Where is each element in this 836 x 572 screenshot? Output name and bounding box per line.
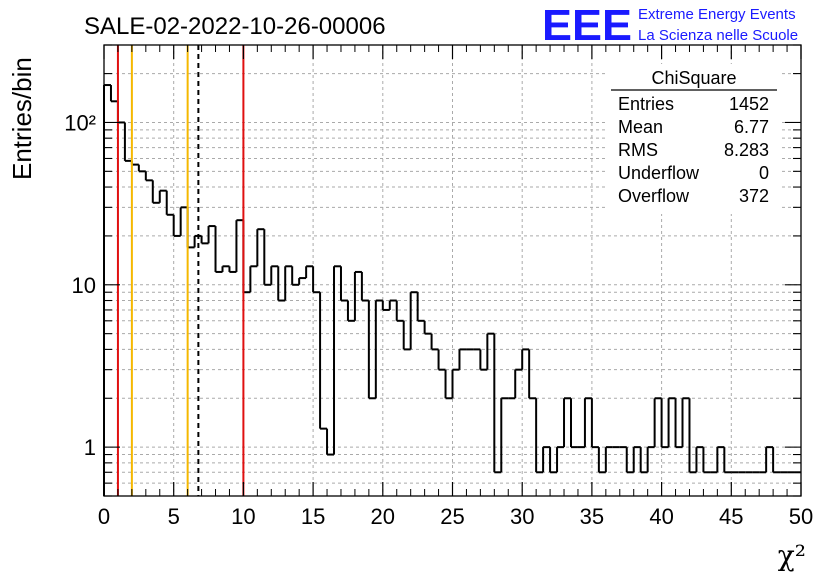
- stats-row-label: Mean: [618, 117, 663, 137]
- stats-row-label: Entries: [618, 94, 674, 114]
- y-tick-label: 10: [72, 273, 96, 298]
- grid: [104, 45, 801, 496]
- stats-title: ChiSquare: [651, 68, 736, 88]
- x-tick-label: 20: [371, 504, 395, 529]
- x-tick-label: 25: [440, 504, 464, 529]
- x-tick-label: 30: [510, 504, 534, 529]
- stats-box: ChiSquare Entries 1452 Mean 6.77 RMS 8.283 Und…: [608, 64, 779, 214]
- stats-row-label: Overflow: [618, 186, 690, 206]
- logo-mark: EEE: [542, 1, 632, 50]
- x-tick-label: 15: [301, 504, 325, 529]
- x-tick-label: 0: [98, 504, 110, 529]
- x-tick-label: 5: [168, 504, 180, 529]
- y-axis-label: Entries/bin: [7, 57, 37, 180]
- stats-row-label: Underflow: [618, 163, 700, 183]
- stats-row-value: 372: [739, 186, 769, 206]
- x-axis-label: χ²: [778, 539, 806, 572]
- x-tick-label: 45: [719, 504, 743, 529]
- stats-row-value: 6.77: [734, 117, 769, 137]
- stats-row-label: RMS: [618, 140, 658, 160]
- x-tick-label: 35: [580, 504, 604, 529]
- x-tick-label: 40: [649, 504, 673, 529]
- x-tick-label: 10: [231, 504, 255, 529]
- stats-row-value: 0: [759, 163, 769, 183]
- logo-line-1: Extreme Energy Events: [638, 6, 796, 23]
- axis-ticks: 0 5 10 15 20 25 30 35 40 45 50 1 10 10²: [64, 44, 813, 529]
- stats-row-value: 8.283: [724, 140, 769, 160]
- chart-title: SALE-02-2022-10-26-00006: [84, 13, 386, 40]
- x-tick-label: 50: [789, 504, 813, 529]
- reference-lines: [116, 45, 245, 496]
- y-tick-label: 1: [84, 435, 96, 460]
- y-tick-label: 10²: [64, 110, 96, 135]
- stats-row-value: 1452: [729, 94, 769, 114]
- logo-line-2: La Scienza nelle Scuole: [638, 27, 798, 44]
